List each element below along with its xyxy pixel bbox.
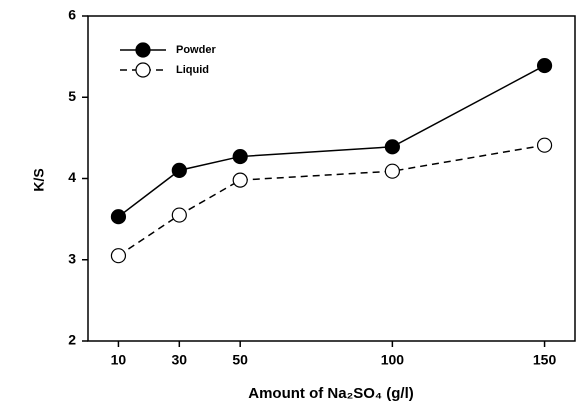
x-tick-label: 50: [232, 352, 248, 368]
data-point: [536, 57, 553, 74]
y-tick-label: 4: [68, 169, 76, 185]
data-point: [232, 172, 248, 188]
data-point: [536, 137, 553, 153]
legend-label: Powder: [176, 44, 216, 56]
x-axis-label: Amount of Na₂SO₄ (g/l): [248, 385, 413, 402]
x-tick-label: 30: [172, 352, 188, 368]
plot-frame: [87, 15, 576, 342]
x-tick-label: 150: [533, 352, 557, 368]
data-point: [171, 207, 187, 223]
data-point: [384, 139, 400, 155]
y-tick-label: 3: [68, 250, 76, 266]
legend-label: Liquid: [176, 64, 209, 76]
data-point: [110, 209, 127, 225]
y-tick-label: 6: [68, 7, 76, 23]
x-tick-label: 100: [381, 352, 405, 368]
y-tick-label: 5: [68, 88, 76, 104]
data-point: [232, 148, 248, 165]
data-point: [384, 163, 400, 179]
y-tick-label: 2: [68, 332, 76, 348]
legend-marker: [135, 62, 151, 78]
y-axis-label: K/S: [31, 168, 47, 191]
data-point: [110, 248, 127, 264]
series-line: [117, 64, 545, 218]
data-point: [171, 162, 187, 178]
series-line: [118, 144, 545, 257]
x-tick-label: 10: [111, 352, 127, 368]
legend-marker: [135, 42, 151, 58]
